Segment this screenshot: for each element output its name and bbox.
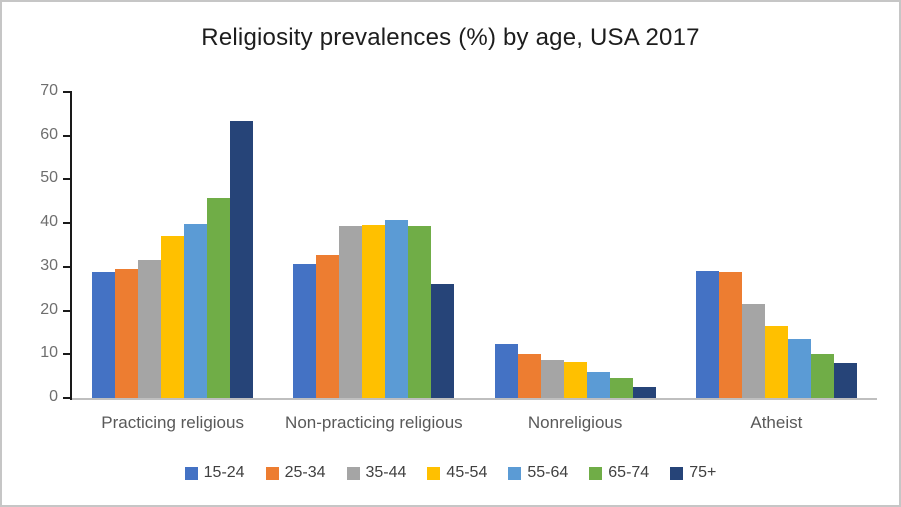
y-tick-mark-60 [63, 134, 71, 137]
y-tick-label-30: 30 [40, 256, 58, 274]
category-label-2: Nonreligious [527, 413, 623, 432]
y-axis-line [70, 91, 72, 400]
bar-45-54-2 [563, 362, 587, 398]
y-tick-label-10: 10 [40, 344, 58, 362]
bar-25-34-2 [517, 354, 541, 398]
legend-item-35-44: 35-44 [346, 464, 407, 482]
bar-55-64-0 [184, 224, 208, 398]
bar-group-3 [676, 92, 877, 398]
legend: 15-24 25-34 35-44 45-54 55-64 65-74 75+ [2, 464, 899, 482]
y-tick-mark-40 [63, 222, 71, 225]
y-tick-label-0: 0 [49, 388, 58, 405]
legend-label-15-24: 15-24 [203, 464, 245, 481]
bar-65-74-0 [207, 198, 231, 398]
legend-swatch-15-24 [184, 466, 198, 480]
bar-65-74-3 [810, 354, 834, 398]
bar-group-2 [475, 92, 676, 398]
legend-item-55-64: 55-64 [508, 464, 568, 482]
bar-group-1 [273, 92, 474, 398]
y-tick-mark-70 [63, 91, 71, 93]
y-tick-label-20: 20 [40, 300, 58, 318]
legend-label-75+: 75+ [689, 464, 717, 481]
legend-label-55-64: 55-64 [527, 464, 569, 481]
category-label-3: Atheist [750, 413, 803, 432]
bar-65-74-1 [408, 226, 432, 398]
legend-label-45-54: 45-54 [446, 464, 488, 481]
legend-item-25-34: 25-34 [265, 464, 326, 482]
bar-75+-2 [632, 387, 656, 398]
y-tick-mark-50 [63, 178, 71, 181]
y-tick-mark-30 [63, 265, 71, 268]
legend-label-35-44: 35-44 [365, 464, 407, 481]
legend-swatch-65-74 [589, 466, 603, 480]
bar-75+-0 [230, 121, 254, 398]
bar-15-24-1 [293, 264, 317, 398]
plot-area [72, 92, 877, 398]
bar-45-54-3 [764, 326, 788, 398]
bar-45-54-1 [362, 225, 386, 398]
category-label-1: Non-practicing religious [285, 413, 463, 432]
bar-25-34-0 [115, 269, 139, 398]
x-axis-line [72, 398, 877, 400]
bar-35-44-2 [540, 360, 564, 398]
bar-25-34-1 [316, 255, 340, 398]
y-tick-mark-0 [63, 397, 71, 399]
bar-group-0 [72, 92, 273, 398]
bar-55-64-1 [385, 220, 409, 398]
legend-swatch-35-44 [346, 466, 360, 480]
bar-35-44-3 [741, 304, 765, 398]
bar-35-44-0 [138, 260, 162, 398]
y-tick-label-70: 70 [40, 82, 58, 99]
y-tick-mark-20 [63, 309, 71, 312]
legend-swatch-25-34 [265, 466, 279, 480]
y-tick-label-60: 60 [40, 125, 58, 143]
bar-15-24-0 [92, 272, 116, 398]
legend-swatch-45-54 [427, 466, 441, 480]
legend-label-25-34: 25-34 [284, 464, 326, 481]
category-label-0: Practicing religious [101, 413, 244, 432]
legend-item-75+: 75+ [670, 464, 716, 482]
bar-15-24-2 [494, 344, 518, 398]
bar-35-44-1 [339, 226, 363, 398]
legend-item-65-74: 65-74 [589, 464, 649, 482]
y-tick-label-50: 50 [40, 169, 58, 187]
bar-45-54-0 [161, 236, 185, 398]
chart-title: Religiosity prevalences (%) by age, USA … [201, 24, 700, 51]
legend-swatch-75+ [670, 466, 684, 480]
legend-swatch-55-64 [508, 466, 522, 480]
y-tick-label-40: 40 [40, 213, 58, 231]
y-tick-mark-10 [63, 353, 71, 356]
bar-15-24-3 [695, 271, 719, 398]
bar-75+-3 [833, 363, 857, 398]
legend-item-15-24: 15-24 [184, 464, 245, 482]
category-axis-labels: Practicing religious Non-practicing relig… [72, 413, 877, 433]
legend-item-45-54: 45-54 [427, 464, 487, 482]
bar-55-64-3 [787, 339, 811, 398]
bar-65-74-2 [609, 378, 633, 398]
bar-75+-1 [431, 284, 455, 398]
legend-label-65-74: 65-74 [608, 464, 650, 481]
bar-55-64-2 [586, 372, 610, 398]
bar-25-34-3 [718, 272, 742, 398]
